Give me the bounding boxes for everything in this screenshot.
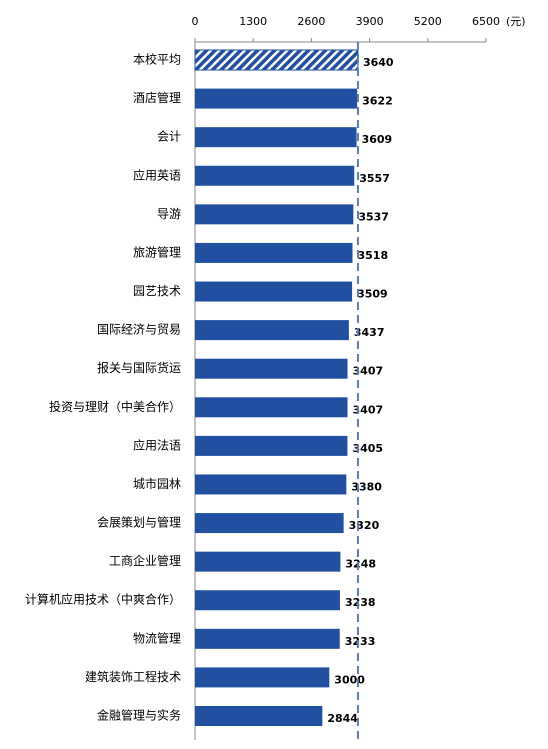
y-tick-label: 园艺技术 bbox=[133, 284, 181, 298]
y-tick-label: 旅游管理 bbox=[133, 244, 181, 259]
bar bbox=[195, 281, 353, 302]
value-label: 3509 bbox=[357, 288, 388, 301]
bar bbox=[195, 397, 348, 418]
y-tick-label: 金融管理与实务 bbox=[97, 708, 181, 723]
bar bbox=[195, 706, 323, 726]
bar bbox=[195, 88, 358, 109]
value-label: 3320 bbox=[349, 519, 380, 532]
bar bbox=[195, 204, 354, 225]
bar bbox=[195, 358, 348, 379]
bar bbox=[195, 667, 330, 688]
bar bbox=[195, 127, 357, 148]
bar bbox=[195, 165, 355, 186]
y-tick-label: 酒店管理 bbox=[133, 90, 181, 105]
x-unit-label: (元) bbox=[506, 15, 526, 28]
y-tick-label: 投资与理财（中美合作） bbox=[49, 399, 181, 414]
value-label: 2844 bbox=[327, 712, 358, 725]
value-label: 3233 bbox=[345, 635, 376, 648]
y-tick-label: 本校平均 bbox=[133, 52, 181, 67]
y-tick-label: 导游 bbox=[157, 207, 181, 221]
bar bbox=[195, 320, 349, 341]
bar bbox=[195, 628, 340, 649]
value-label: 3380 bbox=[351, 480, 382, 493]
value-label: 3407 bbox=[353, 403, 384, 416]
x-tick-label: 1300 bbox=[239, 15, 267, 28]
y-tick-label: 会展策划与管理 bbox=[97, 515, 181, 530]
value-label: 3537 bbox=[358, 210, 389, 223]
bar bbox=[194, 49, 359, 71]
bar bbox=[195, 590, 340, 611]
y-tick-label: 工商企业管理 bbox=[109, 553, 181, 568]
x-tick-label: 2600 bbox=[297, 15, 325, 28]
value-label: 3000 bbox=[334, 673, 365, 686]
bar bbox=[195, 435, 348, 456]
y-tick-label: 计算机应用技术（中爽合作） bbox=[25, 592, 181, 607]
value-label: 3407 bbox=[353, 365, 384, 378]
y-tick-label: 会计 bbox=[157, 130, 181, 144]
y-tick-label: 应用英语 bbox=[133, 167, 181, 182]
x-tick-label: 6500 bbox=[472, 15, 500, 28]
value-label: 3609 bbox=[362, 133, 393, 146]
y-tick-label: 城市园林 bbox=[133, 476, 181, 491]
value-label: 3248 bbox=[345, 558, 376, 571]
value-label: 3238 bbox=[345, 596, 376, 609]
bar bbox=[195, 513, 344, 534]
value-label: 3622 bbox=[362, 95, 393, 108]
y-tick-label: 物流管理 bbox=[133, 630, 181, 645]
y-tick-label: 国际经济与贸易 bbox=[97, 322, 181, 337]
y-tick-label: 应用法语 bbox=[133, 437, 181, 452]
value-label: 3437 bbox=[354, 326, 385, 339]
bar bbox=[195, 474, 347, 495]
x-tick-label: 3900 bbox=[356, 15, 384, 28]
y-tick-label: 建筑装饰工程技术 bbox=[85, 669, 181, 684]
value-label: 3518 bbox=[357, 249, 388, 262]
value-label: 3405 bbox=[352, 442, 383, 455]
x-tick-label: 5200 bbox=[414, 15, 442, 28]
y-tick-label: 报关与国际货运 bbox=[97, 360, 181, 375]
bar bbox=[195, 551, 341, 572]
bar bbox=[195, 242, 353, 263]
value-label: 3557 bbox=[359, 172, 390, 185]
value-label: 3640 bbox=[363, 56, 394, 69]
x-tick-label: 0 bbox=[192, 15, 199, 28]
